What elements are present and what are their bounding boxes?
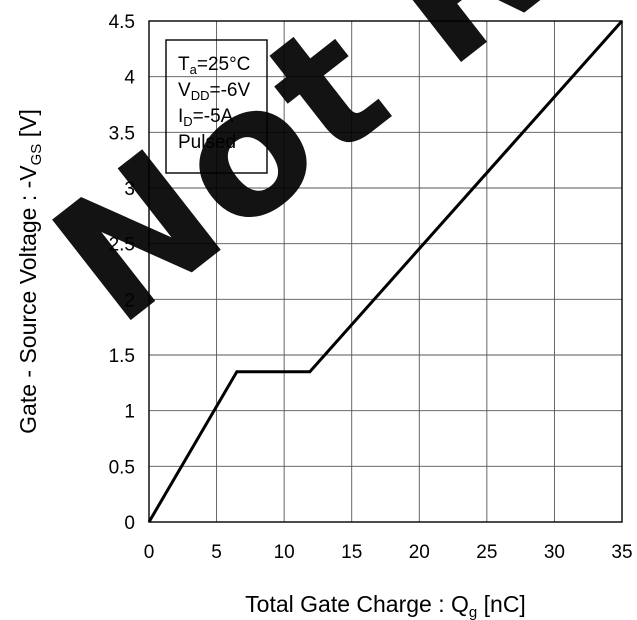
- condition-line: Ta=25°C: [178, 54, 250, 77]
- y-axis-title: Gate - Source Voltage : -VGS [V]: [15, 109, 45, 434]
- y-tick-labels: 0 0.5 1 1.5 2 2.5 3 3.5 4 4.5: [109, 12, 136, 534]
- x-axis-title: Total Gate Charge : Qg [nC]: [245, 591, 526, 620]
- y-tick-label: 2: [124, 290, 135, 311]
- y-tick-label: 3: [124, 179, 135, 200]
- x-tick-label: 10: [274, 542, 295, 563]
- condition-line: ID=-5A: [178, 106, 234, 129]
- series-layer: [147, 20, 624, 523]
- y-tick-label: 1.5: [109, 346, 135, 367]
- conditions-box: Ta=25°C VDD=-6V ID=-5A Pulsed: [165, 39, 268, 174]
- x-tick-label: 0: [144, 542, 155, 563]
- x-tick-label: 5: [211, 542, 222, 563]
- conditions-frame: [165, 39, 268, 174]
- y-tick-label: 0.5: [109, 457, 135, 478]
- y-tick-label: 3.5: [109, 123, 135, 144]
- series-line: [147, 20, 624, 523]
- watermark-text: Not Recommended for New Designs: [19, 0, 637, 363]
- condition-line: Pulsed: [178, 132, 236, 153]
- y-tick-label: 0: [124, 513, 135, 534]
- x-tick-label: 35: [611, 542, 632, 563]
- x-tick-label: 20: [409, 542, 430, 563]
- y-tick-label: 4.5: [109, 12, 135, 33]
- x-tick-label: 25: [476, 542, 497, 563]
- x-tick-label: 30: [544, 542, 565, 563]
- y-tick-label: 1: [124, 402, 135, 423]
- y-tick-label: 2.5: [109, 235, 135, 256]
- y-tick-label: 4: [124, 68, 135, 89]
- plot-frame: [148, 20, 623, 523]
- watermark: Not Recommended for New Designs: [19, 0, 637, 363]
- x-tick-labels: 0 5 10 15 20 25 30 35: [144, 542, 633, 563]
- condition-line: VDD=-6V: [178, 80, 250, 103]
- x-tick-label: 15: [341, 542, 362, 563]
